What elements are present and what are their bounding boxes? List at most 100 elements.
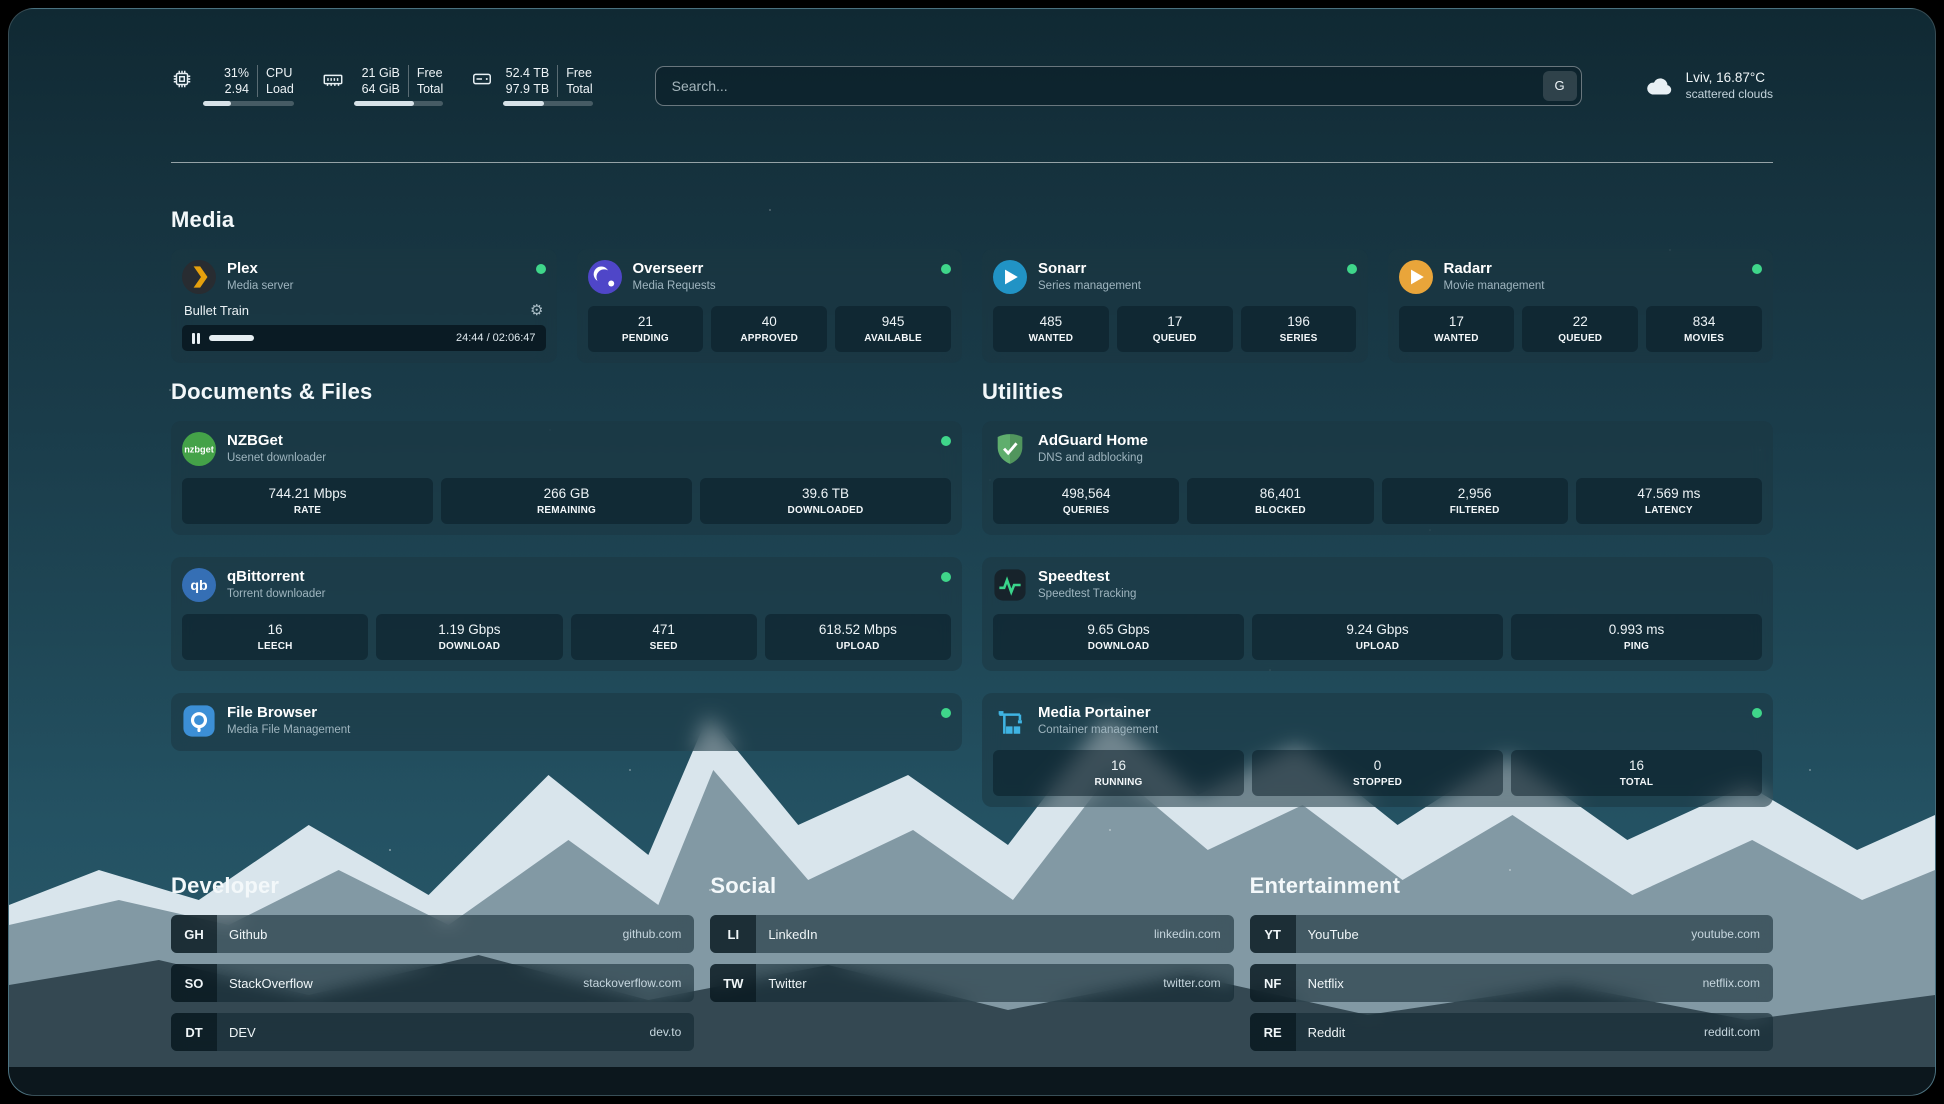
- plex-link[interactable]: Plex Media server: [182, 260, 546, 294]
- stat: 471 SEED: [570, 614, 757, 660]
- stat-label: LATENCY: [1644, 505, 1693, 516]
- cpu-load-label: Load: [257, 81, 294, 97]
- service-card-speedtest: Speedtest Speedtest Tracking 9.65 Gbps DO…: [982, 557, 1773, 671]
- bookmark-github[interactable]: GH Github github.com: [171, 915, 695, 953]
- stat: 16 LEECH: [182, 614, 369, 660]
- bookmark-url: dev.to: [649, 1025, 682, 1039]
- search-provider-button[interactable]: G: [1542, 70, 1577, 101]
- bookmark-name: Github: [229, 926, 268, 942]
- stats-row: 17 WANTED 22 QUEUED 834 MOVIES: [1398, 294, 1763, 352]
- stat: 22 QUEUED: [1522, 306, 1639, 352]
- dashboard: 31% CPU 2.94 Load 21 GiB Free 64 GiB Total: [8, 8, 1936, 1096]
- stat-value: 22: [1572, 314, 1588, 329]
- adguard-shield-icon: [993, 432, 1027, 466]
- bookmark-abbr: YT: [1249, 915, 1296, 953]
- stats-row: 485 WANTED 17 QUEUED 196 SERIES: [993, 294, 1357, 352]
- memory-free-value: 21 GiB: [361, 66, 400, 80]
- section-title-media: Media: [171, 207, 235, 232]
- disk-icon: [473, 73, 492, 85]
- stat-value: 86,401: [1259, 486, 1302, 501]
- service-subtitle: Container management: [1038, 724, 1159, 736]
- stat-label: AVAILABLE: [864, 333, 922, 344]
- stat: 945 AVAILABLE: [835, 306, 951, 352]
- stat-value: 945: [881, 314, 905, 329]
- stat-label: STOPPED: [1352, 777, 1402, 788]
- cpu-load-value: 2.94: [224, 82, 249, 96]
- top-bar: 31% CPU 2.94 Load 21 GiB Free 64 GiB Total: [171, 9, 1773, 106]
- stat-label: APPROVED: [740, 333, 799, 344]
- bookmark-name: YouTube: [1307, 926, 1359, 942]
- section-title-social: Social: [710, 873, 777, 898]
- stat: 2,956 FILTERED: [1381, 478, 1568, 524]
- bookmark-name: LinkedIn: [768, 926, 818, 942]
- stat-label: RUNNING: [1094, 777, 1143, 788]
- cpu-usage-value: 31%: [223, 66, 249, 80]
- filebrowser-icon: [182, 704, 216, 738]
- filebrowser-link[interactable]: File Browser Media File Management: [182, 704, 951, 738]
- bookmark-url: stackoverflow.com: [583, 976, 682, 990]
- bookmark-abbr: LI: [710, 915, 757, 953]
- stat: 17 WANTED: [1398, 306, 1515, 352]
- disk-widget: 52.4 TB Free 97.9 TB Total: [471, 65, 593, 106]
- stats-row: 16 RUNNING 0 STOPPED 16 TOTAL: [993, 738, 1762, 796]
- sonarr-link[interactable]: Sonarr Series management: [993, 260, 1357, 294]
- section-title-documents: Documents & Files: [171, 379, 373, 404]
- bookmark-dev[interactable]: DT DEV dev.to: [171, 1013, 695, 1051]
- service-card-plex: Plex Media server Bullet Train ⚙: [171, 249, 557, 363]
- stat-value: 2,956: [1457, 486, 1492, 501]
- memory-total-label: Total: [407, 81, 443, 97]
- stat: 266 GB REMAINING: [441, 478, 692, 524]
- overseerr-link[interactable]: Overseerr Media Requests: [587, 260, 951, 294]
- gear-icon[interactable]: ⚙: [530, 302, 544, 319]
- stat-value: 17: [1167, 314, 1183, 329]
- playback-progress-fill: [208, 335, 254, 341]
- status-dot: [941, 572, 951, 582]
- service-name: Overseerr: [632, 260, 704, 277]
- bookmark-name: StackOverflow: [229, 975, 313, 991]
- stat-value: 39.6 TB: [801, 486, 850, 501]
- bookmark-youtube[interactable]: YT YouTube youtube.com: [1249, 915, 1773, 953]
- bookmark-twitter[interactable]: TW Twitter twitter.com: [710, 964, 1234, 1002]
- status-dot: [1752, 264, 1762, 274]
- stat-value: 0: [1373, 758, 1382, 773]
- disk-total-value: 97.9 TB: [505, 82, 550, 96]
- service-subtitle: Torrent downloader: [227, 588, 326, 600]
- bookmark-abbr: NF: [1249, 964, 1296, 1002]
- stat-value: 16: [1110, 758, 1127, 773]
- qbittorrent-link[interactable]: qb qBittorrent Torrent downloader: [182, 568, 951, 602]
- search-bar: G: [654, 65, 1582, 106]
- bookmark-stackoverflow[interactable]: SO StackOverflow stackoverflow.com: [171, 964, 695, 1002]
- service-name: Speedtest: [1038, 568, 1110, 585]
- header-divider: [171, 162, 1773, 163]
- adguard-link[interactable]: AdGuard Home DNS and adblocking: [993, 432, 1762, 466]
- service-subtitle: Media server: [227, 280, 294, 292]
- status-dot: [1346, 264, 1357, 274]
- radarr-link[interactable]: Radarr Movie management: [1398, 260, 1762, 294]
- stat-label: DOWNLOADED: [787, 505, 864, 516]
- service-card-radarr: Radarr Movie management 17 WANTED 22 QUEUE…: [1387, 249, 1773, 363]
- stat-value: 40: [761, 314, 777, 329]
- service-name: Plex: [227, 260, 258, 277]
- stat-value: 9.24 Gbps: [1346, 622, 1409, 637]
- cpu-icon: [173, 70, 191, 88]
- bookmark-linkedin[interactable]: LI LinkedIn linkedin.com: [710, 915, 1234, 953]
- portainer-crane-icon: [993, 704, 1027, 738]
- stat-value: 266 GB: [543, 486, 590, 501]
- service-card-nzbget: nzbget NZBGet Usenet downloader 744.21 M…: [171, 421, 962, 535]
- nzbget-link[interactable]: nzbget NZBGet Usenet downloader: [182, 432, 951, 466]
- search-input[interactable]: [654, 65, 1582, 106]
- speedtest-icon: [993, 568, 1027, 602]
- bookmark-netflix[interactable]: NF Netflix netflix.com: [1249, 964, 1773, 1002]
- stat-value: 17: [1448, 314, 1464, 329]
- status-dot: [941, 436, 951, 446]
- bookmark-reddit[interactable]: RE Reddit reddit.com: [1249, 1013, 1773, 1051]
- portainer-link[interactable]: Media Portainer Container management: [993, 704, 1762, 738]
- stat-value: 0.993 ms: [1608, 622, 1665, 637]
- playback-progress-bar: 24:44 / 02:06:47: [182, 325, 546, 351]
- stats-row: 9.65 Gbps DOWNLOAD 9.24 Gbps UPLOAD 0.993 …: [993, 602, 1762, 660]
- service-name: Radarr: [1443, 260, 1492, 277]
- service-subtitle: Media File Management: [227, 724, 351, 736]
- speedtest-link[interactable]: Speedtest Speedtest Tracking: [993, 568, 1762, 602]
- stat: 21 PENDING: [587, 306, 704, 352]
- stat-label: TOTAL: [1619, 777, 1654, 788]
